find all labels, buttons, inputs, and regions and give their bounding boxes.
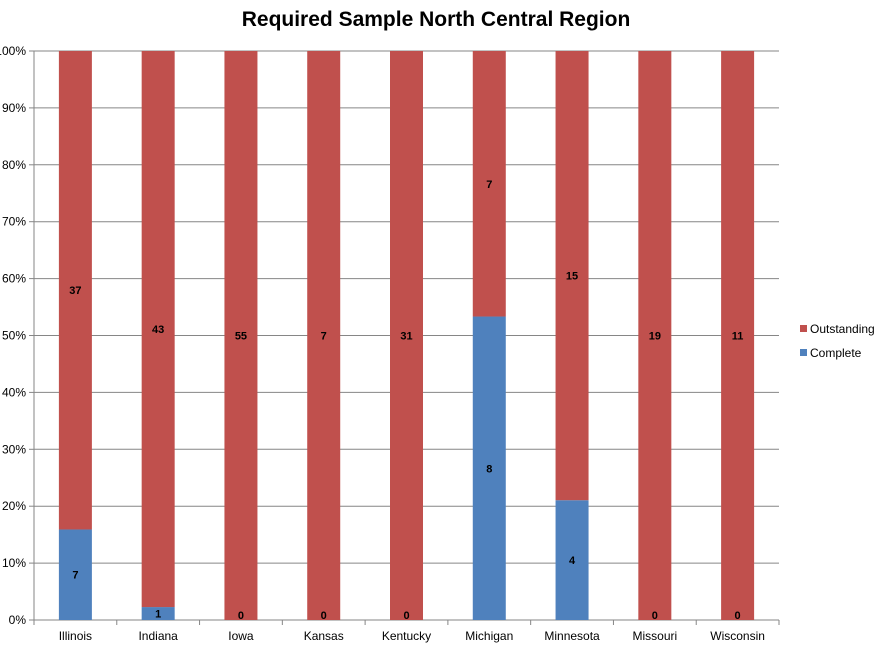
legend-swatch-complete xyxy=(800,349,807,356)
y-tick-label: 40% xyxy=(2,385,26,399)
x-tick-label-iowa: Iowa xyxy=(228,629,254,643)
bar-indiana-complete xyxy=(141,607,175,620)
bar-indiana-outstanding xyxy=(141,51,175,608)
data-label-michigan-complete: 8 xyxy=(486,463,492,475)
bar-missouri-outstanding xyxy=(638,51,672,620)
x-tick-label-illinois: Illinois xyxy=(59,629,92,643)
y-tick-label: 30% xyxy=(2,442,26,456)
data-label-michigan-outstanding: 7 xyxy=(486,179,492,191)
y-tick-label: 80% xyxy=(2,158,26,172)
x-tick-label-kansas: Kansas xyxy=(304,629,344,643)
data-label-missouri-outstanding: 19 xyxy=(649,331,661,343)
data-label-indiana-outstanding: 43 xyxy=(152,324,164,336)
data-labels: 7 37 1 43 0 55 0 7 0 31 8 7 4 15 0 19 0 11 xyxy=(69,179,743,622)
data-label-illinois-complete: 7 xyxy=(72,570,78,582)
bar-wisconsin-outstanding xyxy=(721,51,755,620)
y-tick-label: 70% xyxy=(2,215,26,229)
data-label-kansas-outstanding: 7 xyxy=(321,331,327,343)
data-label-iowa-outstanding: 55 xyxy=(235,331,247,343)
data-label-kentucky-complete: 0 xyxy=(403,610,409,622)
bar-iowa-outstanding xyxy=(224,51,258,620)
data-label-indiana-complete: 1 xyxy=(155,609,161,621)
y-tick-label: 90% xyxy=(2,101,26,115)
x-tick-label-michigan: Michigan xyxy=(465,629,513,643)
bar-kentucky-outstanding xyxy=(390,51,423,620)
bars xyxy=(58,51,755,620)
data-label-missouri-complete: 0 xyxy=(652,610,658,622)
chart-title: Required Sample North Central Region xyxy=(241,8,631,31)
y-tick-label: 60% xyxy=(2,272,26,286)
x-tick-label-missouri: Missouri xyxy=(632,629,677,643)
data-label-wisconsin-outstanding: 11 xyxy=(732,331,744,343)
legend: Outstanding Complete xyxy=(800,322,875,360)
legend-swatch-outstanding xyxy=(800,325,807,332)
data-label-wisconsin-complete: 0 xyxy=(735,610,741,622)
axes: 0% 10% 20% 30% 40% 50% 60% 70% 80% 90% 100% Illinoi… xyxy=(0,44,780,643)
bar-michigan-outstanding xyxy=(472,51,506,317)
y-tick-label: 0% xyxy=(9,613,27,627)
legend-label-complete: Complete xyxy=(810,346,862,360)
data-label-minnesota-outstanding: 15 xyxy=(566,271,578,283)
data-label-iowa-complete: 0 xyxy=(238,610,244,622)
data-label-illinois-outstanding: 37 xyxy=(69,285,81,297)
x-tick-label-indiana: Indiana xyxy=(138,629,178,643)
bar-illinois-complete xyxy=(58,529,92,620)
bar-kansas-outstanding xyxy=(307,51,341,620)
bar-michigan-complete xyxy=(472,316,506,620)
x-tick-label-wisconsin: Wisconsin xyxy=(710,629,765,643)
legend-label-outstanding: Outstanding xyxy=(810,322,875,336)
bar-illinois-outstanding xyxy=(58,51,92,530)
y-tick-label: 10% xyxy=(2,556,26,570)
y-tick-label: 100% xyxy=(0,44,26,58)
data-label-minnesota-complete: 4 xyxy=(569,555,576,567)
x-tick-label-minnesota: Minnesota xyxy=(544,629,600,643)
y-tick-label: 50% xyxy=(2,329,26,343)
data-label-kansas-complete: 0 xyxy=(321,610,327,622)
data-label-kentucky-outstanding: 31 xyxy=(400,331,412,343)
bar-minnesota-complete xyxy=(555,500,589,620)
y-tick-label: 20% xyxy=(2,499,26,513)
x-tick-label-kentucky: Kentucky xyxy=(382,629,431,643)
bar-minnesota-outstanding xyxy=(555,51,589,501)
